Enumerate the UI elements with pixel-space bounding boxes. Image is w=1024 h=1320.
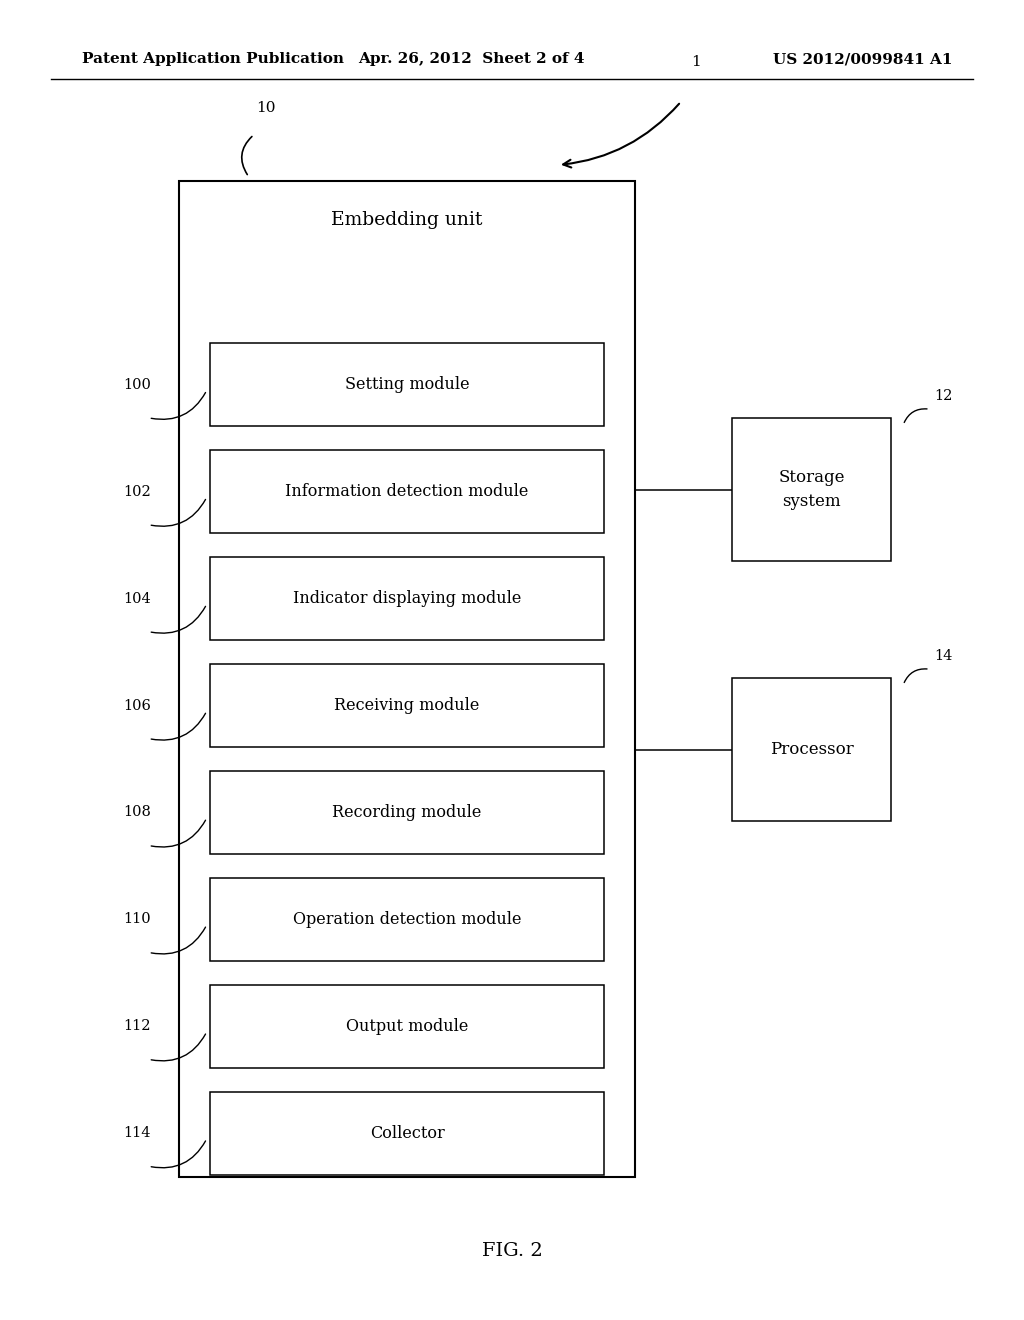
Text: Apr. 26, 2012  Sheet 2 of 4: Apr. 26, 2012 Sheet 2 of 4	[357, 53, 585, 66]
Text: 10: 10	[256, 102, 275, 115]
Text: 106: 106	[123, 698, 151, 713]
Bar	[210, 878, 604, 961]
Text: 112: 112	[123, 1019, 151, 1034]
Text: Embedding unit: Embedding unit	[332, 211, 482, 230]
Text: 110: 110	[123, 912, 151, 927]
Text: Storage
system: Storage system	[778, 470, 845, 510]
Text: Setting module: Setting module	[345, 376, 469, 393]
Text: 14: 14	[934, 648, 952, 663]
Bar	[210, 771, 604, 854]
Text: Processor: Processor	[770, 742, 853, 758]
Text: 102: 102	[123, 484, 151, 499]
Text: Output module: Output module	[346, 1018, 468, 1035]
Text: Recording module: Recording module	[333, 804, 481, 821]
Bar	[732, 418, 891, 561]
Bar	[210, 450, 604, 533]
Text: US 2012/0099841 A1: US 2012/0099841 A1	[773, 53, 952, 66]
Bar	[732, 678, 891, 821]
Text: 1: 1	[691, 55, 701, 69]
Bar	[179, 181, 635, 1177]
Text: 104: 104	[123, 591, 151, 606]
Text: Receiving module: Receiving module	[335, 697, 479, 714]
Bar	[210, 985, 604, 1068]
Text: FIG. 2: FIG. 2	[481, 1242, 543, 1261]
Text: Indicator displaying module: Indicator displaying module	[293, 590, 521, 607]
Bar	[210, 1092, 604, 1175]
Text: Collector: Collector	[370, 1125, 444, 1142]
Text: 114: 114	[123, 1126, 151, 1140]
Text: Operation detection module: Operation detection module	[293, 911, 521, 928]
Text: 108: 108	[123, 805, 151, 820]
Text: 12: 12	[934, 388, 952, 403]
Text: Patent Application Publication: Patent Application Publication	[82, 53, 344, 66]
Text: Information detection module: Information detection module	[286, 483, 528, 500]
Bar	[210, 664, 604, 747]
Bar	[210, 343, 604, 426]
Bar	[210, 557, 604, 640]
Text: 100: 100	[123, 378, 151, 392]
